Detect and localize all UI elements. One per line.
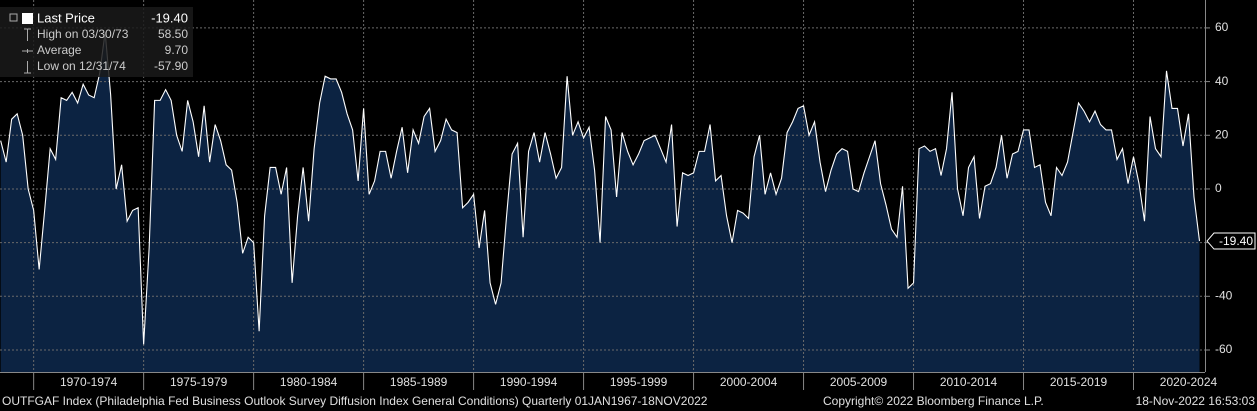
y-tick-label: 40 <box>1215 74 1229 88</box>
plot-area <box>0 0 1205 372</box>
y-tick-label: -60 <box>1215 342 1233 356</box>
x-tick-label: 2010-2014 <box>940 375 998 389</box>
legend-symbol <box>24 28 31 41</box>
footer-source: OUTFGAF Index (Philadelphia Fed Business… <box>2 394 708 408</box>
y-tick-label: -40 <box>1215 288 1233 302</box>
legend-value: -57.90 <box>154 59 188 73</box>
x-tick-label: 2020-2024 <box>1160 375 1218 389</box>
legend-symbol <box>22 49 33 53</box>
legend-swatch <box>22 13 33 24</box>
x-tick-label: 2015-2019 <box>1050 375 1108 389</box>
legend-name: High on 03/30/73 <box>37 27 129 41</box>
x-tick-label: 2000-2004 <box>720 375 778 389</box>
x-tick-label: 1995-1999 <box>610 375 668 389</box>
last-price-label: -19.40 <box>1219 234 1253 248</box>
legend-value: 9.70 <box>165 43 189 57</box>
legend: Last Price -19.40 High on 03/30/73 58.50 Ave… <box>0 7 193 77</box>
y-tick-label: 60 <box>1215 20 1229 34</box>
y-tick-label: 0 <box>1215 181 1222 195</box>
x-tick-label: 1980-1984 <box>280 375 338 389</box>
legend-name: Average <box>37 43 82 57</box>
last-price-box <box>1206 232 1256 250</box>
legend-value: 58.50 <box>158 27 188 41</box>
area-fill <box>0 31 1200 372</box>
legend-name: Low on 12/31/74 <box>37 59 126 73</box>
line <box>0 31 1201 345</box>
y-tick-label: 20 <box>1215 127 1229 141</box>
footer-timestamp: 18-Nov-2022 16:53:03 <box>1136 394 1256 408</box>
legend-value: -19.40 <box>151 10 188 25</box>
x-tick-label: 1985-1989 <box>390 375 448 389</box>
x-tick-label: 1990-1994 <box>500 375 558 389</box>
x-tick-label: 1975-1979 <box>170 375 228 389</box>
legend-symbol <box>24 61 31 74</box>
x-tick-label: 1970-1974 <box>60 375 118 389</box>
x-tick-label: 2005-2009 <box>830 375 888 389</box>
legend-name: Last Price <box>37 10 95 25</box>
footer-copyright: Copyright© 2022 Bloomberg Finance L.P. <box>823 394 1044 408</box>
legend-toggle <box>9 13 18 22</box>
